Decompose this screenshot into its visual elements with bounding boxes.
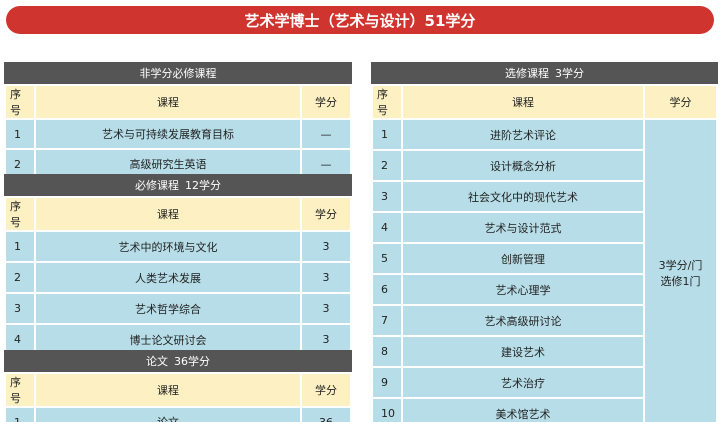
panel-header: 必修课程 12学分 — [4, 174, 352, 196]
row-credit: — — [302, 150, 350, 178]
col-num-header: 序号 — [6, 374, 34, 406]
page-title: 艺术学博士（艺术与设计）51学分 — [244, 11, 476, 30]
row-course: 艺术哲学综合 — [36, 294, 300, 323]
col-num-header: 序号 — [6, 86, 34, 118]
row-num: 1 — [6, 408, 34, 422]
row-course: 艺术高级研讨论 — [403, 306, 643, 335]
row-num: 8 — [373, 337, 401, 366]
table-row: 4 艺术与设计范式 — [373, 213, 716, 242]
column-header-row: 序号 课程 学分 — [373, 86, 716, 118]
row-course: 创新管理 — [403, 244, 643, 273]
course-table: 序号 课程 学分 1 艺术中的环境与文化 3 2 人类艺术发展 3 3 艺术哲学… — [4, 196, 352, 356]
table-row: 6 艺术心理学 — [373, 275, 716, 304]
row-course: 艺术心理学 — [403, 275, 643, 304]
merged-credit-line2: 选修1门 — [660, 275, 701, 288]
table-row: 8 建设艺术 — [373, 337, 716, 366]
row-num: 1 — [6, 120, 34, 148]
panel-credits: 3学分 — [555, 67, 584, 80]
course-table: 序号 课程 学分 1 论文 36 — [4, 372, 352, 422]
row-course: 进阶艺术评论 — [403, 120, 643, 149]
table-row: 3 社会文化中的现代艺术 — [373, 182, 716, 211]
table-row: 7 艺术高级研讨论 — [373, 306, 716, 335]
col-course-header: 课程 — [36, 198, 300, 230]
column-header-row: 序号 课程 学分 — [6, 374, 350, 406]
panel-header: 非学分必修课程 — [4, 62, 352, 84]
row-course: 论文 — [36, 408, 300, 422]
col-credit-header: 学分 — [645, 86, 716, 118]
panel-title: 论文 — [146, 355, 168, 368]
row-num: 1 — [6, 232, 34, 261]
row-num: 10 — [373, 399, 401, 422]
table-row: 3 艺术哲学综合 3 — [6, 294, 350, 323]
table-row: 1 进阶艺术评论 3学分/门 选修1门 — [373, 120, 716, 422]
row-num: 9 — [373, 368, 401, 397]
row-course: 艺术与可持续发展教育目标 — [36, 120, 300, 148]
col-credit-header: 学分 — [302, 86, 350, 118]
row-course: 建设艺术 — [403, 337, 643, 366]
non-credit-required-panel: 非学分必修课程 序号 课程 学分 1 艺术与可持续发展教育目标 — 2 高级研究… — [4, 62, 352, 180]
row-course: 博士论文研讨会 — [36, 325, 300, 354]
row-course: 高级研究生英语 — [36, 150, 300, 178]
row-course: 艺术与设计范式 — [403, 213, 643, 242]
col-course-header: 课程 — [403, 86, 643, 118]
table-row: 2 高级研究生英语 — — [6, 150, 350, 178]
panel-credits: 12学分 — [185, 179, 221, 192]
row-num: 3 — [373, 182, 401, 211]
row-credit: — — [302, 120, 350, 148]
row-num: 5 — [373, 244, 401, 273]
col-course-header: 课程 — [36, 374, 300, 406]
table-row: 1 艺术与可持续发展教育目标 — — [6, 120, 350, 148]
panel-title: 非学分必修课程 — [139, 67, 217, 80]
row-course: 人类艺术发展 — [36, 263, 300, 292]
table-row: 1 论文 36 — [6, 408, 350, 422]
row-credit: 3 — [302, 263, 350, 292]
row-num: 7 — [373, 306, 401, 335]
row-num: 2 — [6, 263, 34, 292]
col-credit-header: 学分 — [302, 198, 350, 230]
row-course: 美术馆艺术 — [403, 399, 643, 422]
row-credit: 3 — [302, 232, 350, 261]
row-credit: 3 — [302, 294, 350, 323]
row-course: 艺术中的环境与文化 — [36, 232, 300, 261]
row-num: 2 — [6, 150, 34, 178]
row-credit: 3 — [302, 325, 350, 354]
row-num: 4 — [6, 325, 34, 354]
table-row: 2 设计概念分析 — [373, 151, 716, 180]
row-num: 3 — [6, 294, 34, 323]
merged-credit-line1: 3学分/门 — [658, 259, 703, 272]
table-row: 2 人类艺术发展 3 — [6, 263, 350, 292]
col-credit-header: 学分 — [302, 374, 350, 406]
col-course-header: 课程 — [36, 86, 300, 118]
merged-credit-cell: 3学分/门 选修1门 — [645, 120, 716, 422]
panel-title: 必修课程 — [135, 179, 179, 192]
row-course: 设计概念分析 — [403, 151, 643, 180]
row-num: 1 — [373, 120, 401, 149]
table-row: 9 艺术治疗 — [373, 368, 716, 397]
col-num-header: 序号 — [373, 86, 401, 118]
panel-title: 选修课程 — [505, 67, 549, 80]
row-course: 社会文化中的现代艺术 — [403, 182, 643, 211]
elective-table: 序号 课程 学分 1 进阶艺术评论 3学分/门 选修1门 2 设计概念分析 3 … — [371, 84, 718, 422]
column-header-row: 序号 课程 学分 — [6, 198, 350, 230]
table-row: 4 博士论文研讨会 3 — [6, 325, 350, 354]
table-row: 5 创新管理 — [373, 244, 716, 273]
row-num: 2 — [373, 151, 401, 180]
row-num: 4 — [373, 213, 401, 242]
col-num-header: 序号 — [6, 198, 34, 230]
course-table: 序号 课程 学分 1 艺术与可持续发展教育目标 — 2 高级研究生英语 — — [4, 84, 352, 180]
panel-header: 论文 36学分 — [4, 350, 352, 372]
panel-header: 选修课程 3学分 — [371, 62, 718, 84]
elective-courses-panel: 选修课程 3学分 序号 课程 学分 1 进阶艺术评论 3学分/门 选修1门 2 设… — [371, 62, 718, 422]
row-credit: 36 — [302, 408, 350, 422]
page-title-banner: 艺术学博士（艺术与设计）51学分 — [6, 6, 714, 34]
panel-credits: 36学分 — [174, 355, 210, 368]
row-num: 6 — [373, 275, 401, 304]
column-header-row: 序号 课程 学分 — [6, 86, 350, 118]
required-courses-panel: 必修课程 12学分 序号 课程 学分 1 艺术中的环境与文化 3 2 人类艺术发展… — [4, 174, 352, 356]
table-row: 10 美术馆艺术 — [373, 399, 716, 422]
table-row: 1 艺术中的环境与文化 3 — [6, 232, 350, 261]
row-course: 艺术治疗 — [403, 368, 643, 397]
